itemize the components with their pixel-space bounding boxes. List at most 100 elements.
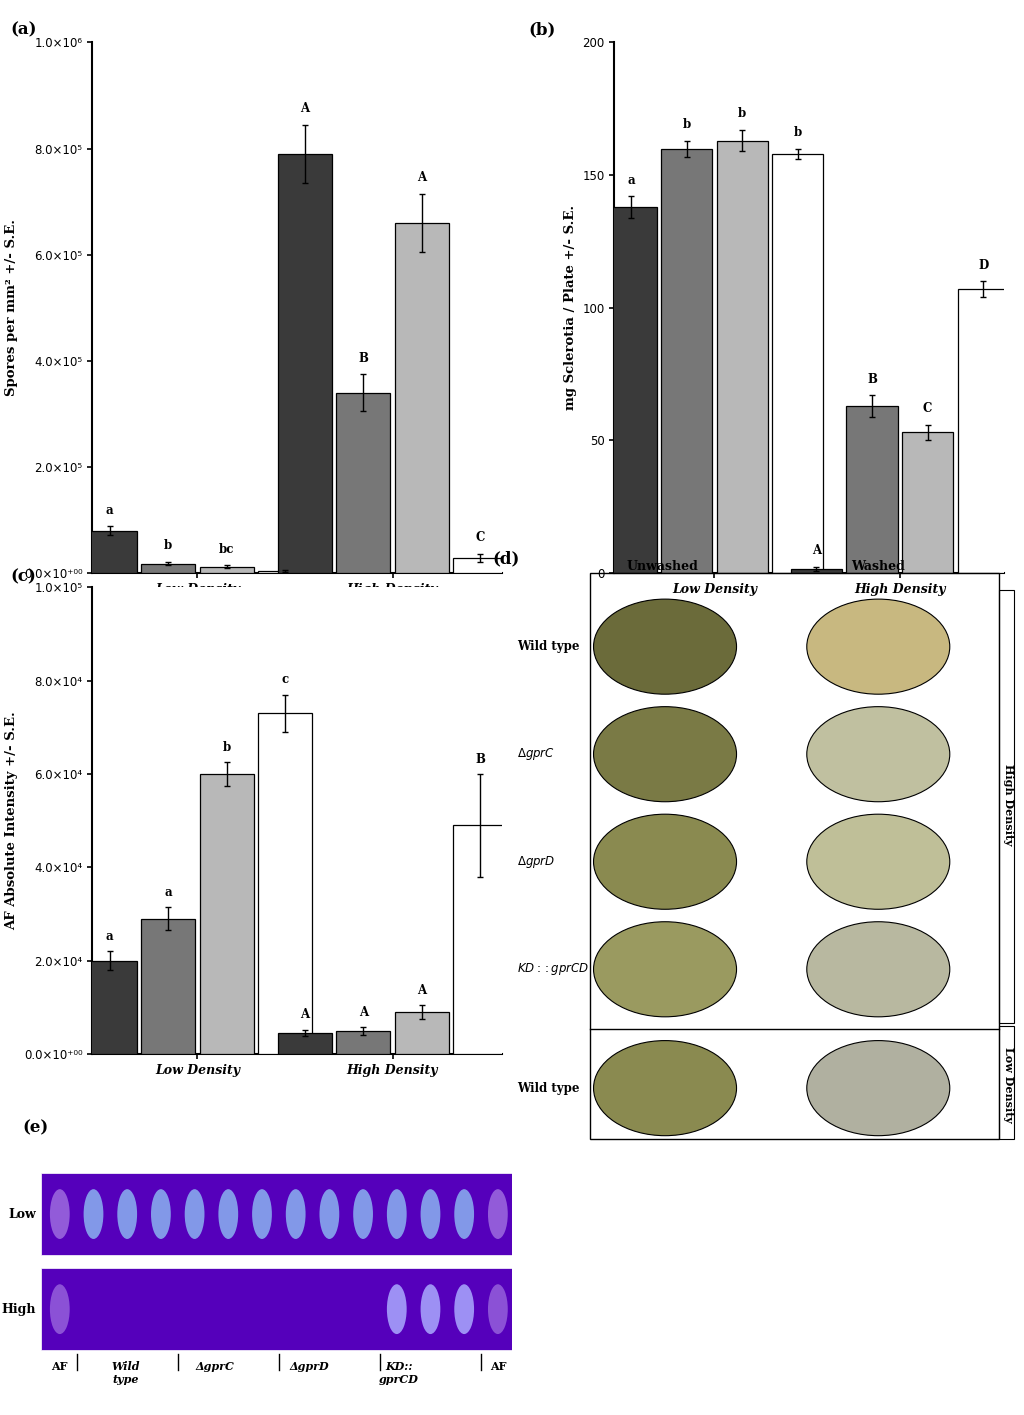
- Bar: [902, 433, 953, 573]
- Ellipse shape: [50, 1285, 70, 1334]
- Ellipse shape: [421, 1285, 440, 1334]
- Text: Low Density: Low Density: [1004, 1047, 1014, 1124]
- Text: c: c: [282, 548, 289, 560]
- Ellipse shape: [807, 814, 950, 910]
- Ellipse shape: [387, 1285, 407, 1334]
- Text: (b): (b): [528, 21, 556, 38]
- Text: Wild
type: Wild type: [112, 1361, 140, 1385]
- Ellipse shape: [594, 921, 736, 1017]
- Ellipse shape: [252, 1189, 272, 1240]
- Text: (d): (d): [492, 550, 519, 567]
- Ellipse shape: [594, 706, 736, 802]
- Ellipse shape: [286, 1189, 305, 1240]
- Text: Wild type: Wild type: [517, 640, 580, 654]
- Bar: [847, 406, 897, 573]
- Text: KD::
gprCD: KD:: gprCD: [379, 1361, 419, 1385]
- Text: (a): (a): [10, 21, 37, 38]
- Ellipse shape: [488, 1189, 508, 1240]
- Bar: [336, 393, 390, 573]
- Bar: [141, 563, 196, 573]
- Text: AF: AF: [51, 1361, 68, 1373]
- Text: a: a: [628, 174, 635, 187]
- Ellipse shape: [455, 1285, 474, 1334]
- Ellipse shape: [151, 1189, 171, 1240]
- Bar: [957, 289, 1009, 573]
- Bar: [200, 567, 254, 573]
- Bar: [998, 1026, 1014, 1139]
- Bar: [83, 531, 136, 573]
- Text: (c): (c): [10, 569, 36, 586]
- Text: ΔgprC: ΔgprC: [196, 1361, 234, 1373]
- Bar: [454, 559, 507, 573]
- Text: ΔgprD: ΔgprD: [290, 1361, 330, 1373]
- Ellipse shape: [807, 1040, 950, 1136]
- Bar: [258, 713, 312, 1054]
- Bar: [791, 569, 842, 573]
- Bar: [454, 825, 507, 1054]
- Bar: [605, 207, 656, 573]
- Bar: [200, 774, 254, 1054]
- Text: Wild type: Wild type: [517, 1081, 580, 1095]
- Bar: [278, 1033, 332, 1054]
- Ellipse shape: [50, 1189, 70, 1240]
- Text: A: A: [812, 545, 821, 558]
- Ellipse shape: [184, 1189, 205, 1240]
- Text: $KD::gprCD$: $KD::gprCD$: [517, 961, 589, 978]
- Text: Unwashed: Unwashed: [627, 560, 698, 573]
- Legend: Wild type, ΔgprC, ΔgprD, KD::gprCD: Wild type, ΔgprC, ΔgprD, KD::gprCD: [361, 603, 478, 685]
- Text: AF: AF: [489, 1361, 506, 1373]
- Ellipse shape: [421, 1189, 440, 1240]
- Text: c: c: [282, 674, 289, 686]
- Y-axis label: AF Absolute Intensity +/- S.E.: AF Absolute Intensity +/- S.E.: [5, 712, 18, 930]
- Text: b: b: [794, 126, 802, 139]
- Bar: [258, 572, 312, 573]
- Bar: [998, 590, 1014, 1023]
- Ellipse shape: [118, 1189, 137, 1240]
- Ellipse shape: [488, 1285, 508, 1334]
- Text: a: a: [105, 504, 114, 516]
- Ellipse shape: [807, 706, 950, 802]
- Text: a: a: [105, 930, 114, 942]
- Text: Low: Low: [8, 1207, 36, 1221]
- Ellipse shape: [594, 599, 736, 695]
- Ellipse shape: [807, 921, 950, 1017]
- Text: B: B: [867, 372, 877, 386]
- Ellipse shape: [594, 1040, 736, 1136]
- Bar: [41, 1173, 512, 1255]
- Bar: [41, 1268, 512, 1350]
- Bar: [717, 140, 768, 573]
- Text: $\Delta gprC$: $\Delta gprC$: [517, 746, 555, 763]
- Text: C: C: [923, 402, 932, 415]
- Text: a: a: [165, 886, 172, 899]
- Text: High: High: [2, 1303, 36, 1316]
- Text: A: A: [417, 171, 426, 184]
- Ellipse shape: [387, 1189, 407, 1240]
- Bar: [395, 224, 449, 573]
- Text: High Density: High Density: [1004, 764, 1014, 846]
- Text: b: b: [222, 741, 230, 754]
- Ellipse shape: [594, 814, 736, 910]
- Y-axis label: mg Sclerotia / Plate +/- S.E.: mg Sclerotia / Plate +/- S.E.: [564, 205, 577, 410]
- Bar: [278, 154, 332, 573]
- Text: D: D: [978, 259, 988, 272]
- Ellipse shape: [353, 1189, 373, 1240]
- Y-axis label: Spores per mm² +/- S.E.: Spores per mm² +/- S.E.: [5, 219, 18, 396]
- Text: b: b: [164, 539, 172, 552]
- Text: A: A: [300, 102, 309, 115]
- Ellipse shape: [455, 1189, 474, 1240]
- Bar: [662, 149, 713, 573]
- Ellipse shape: [319, 1189, 339, 1240]
- Bar: [141, 918, 196, 1054]
- Text: bc: bc: [219, 542, 234, 556]
- Text: b: b: [738, 108, 746, 120]
- Bar: [83, 961, 136, 1054]
- Text: B: B: [475, 753, 485, 766]
- Text: b: b: [683, 117, 691, 132]
- Text: (e): (e): [23, 1119, 48, 1136]
- Bar: [336, 1030, 390, 1054]
- Text: $\Delta gprD$: $\Delta gprD$: [517, 853, 555, 870]
- Bar: [772, 154, 823, 573]
- Text: A: A: [300, 1009, 309, 1022]
- Bar: [590, 573, 998, 1139]
- Ellipse shape: [84, 1189, 103, 1240]
